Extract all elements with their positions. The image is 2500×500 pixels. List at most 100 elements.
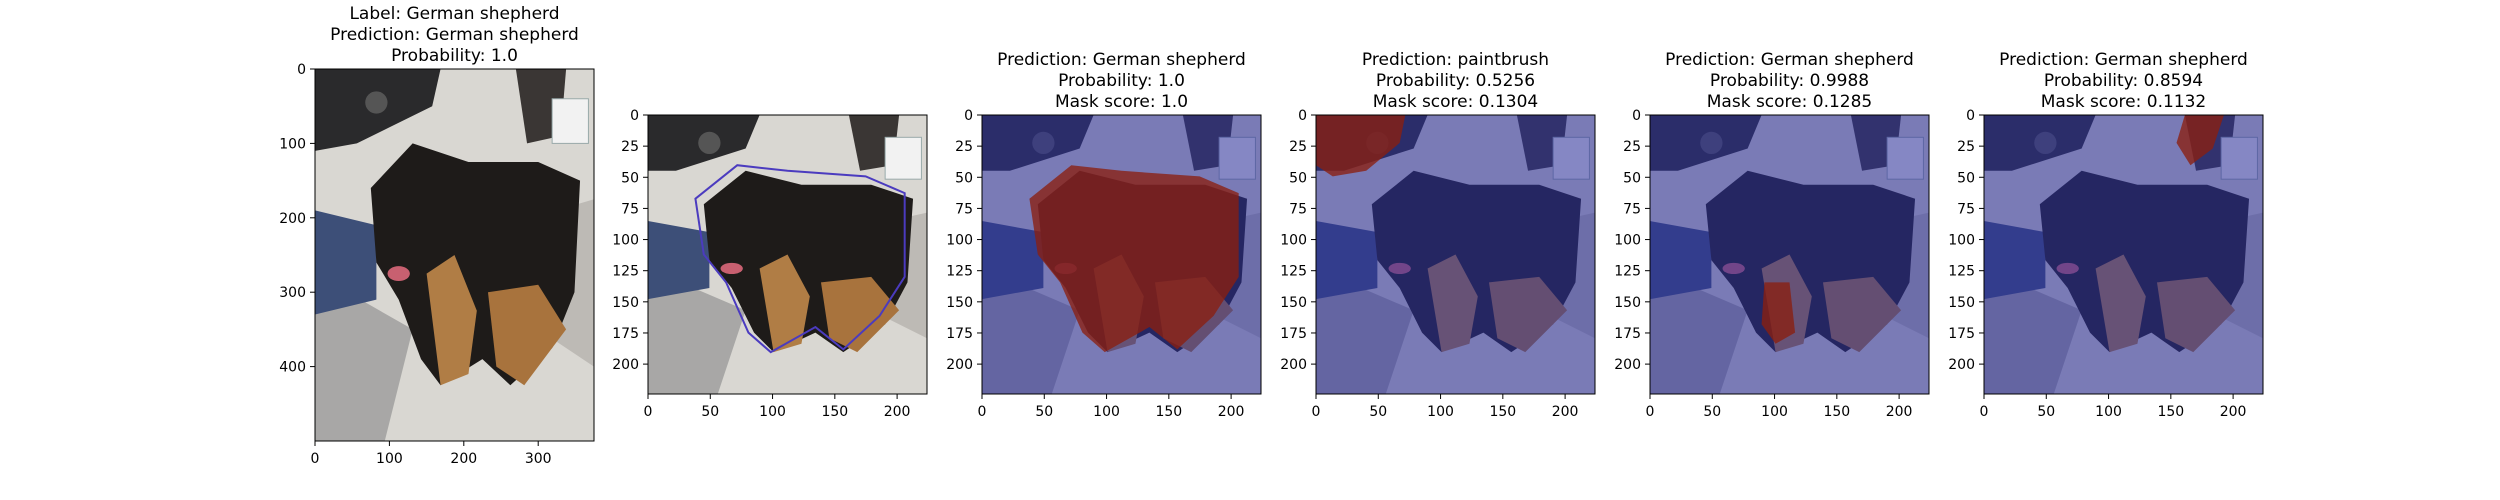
- y-tick-label: 150: [612, 295, 639, 311]
- y-tick-label: 150: [1614, 295, 1641, 311]
- x-tick-label: 150: [821, 404, 848, 420]
- subplot-1: 0 100 200 300 0 100 200 300 400 Label: German she…: [279, 4, 595, 467]
- y-tick-label: 200: [1280, 357, 1307, 373]
- y-tick-label: 175: [1280, 326, 1307, 342]
- y-tick-label: 0: [1298, 108, 1307, 124]
- subplot-title-line: Probability: 1.0: [391, 46, 518, 66]
- mask-tint: [1984, 115, 2263, 394]
- subplot-title-line: Mask score: 0.1304: [1373, 92, 1538, 112]
- image: [982, 115, 1261, 394]
- x-tick-label: 200: [1552, 404, 1579, 420]
- y-tick-label: 150: [1948, 295, 1975, 311]
- x-tick-label: 150: [1155, 404, 1182, 420]
- axes-frame: [1649, 114, 1930, 395]
- dog-leg: [820, 276, 900, 353]
- subplot-title-line: Prediction: paintbrush: [1362, 50, 1549, 70]
- x-tick-label: 150: [1823, 404, 1850, 420]
- y-tick-label: 50: [621, 170, 639, 186]
- subplot-title-line: Prediction: German shepherd: [330, 25, 579, 45]
- y-tick-label: 100: [1280, 233, 1307, 249]
- y-tick-label: 100: [1614, 233, 1641, 249]
- x-tick-label: 50: [1035, 404, 1053, 420]
- y-tick-label: 0: [297, 62, 306, 78]
- x-tick-label: 150: [1489, 404, 1516, 420]
- y-tick-label: 175: [1948, 326, 1975, 342]
- jeans: [315, 210, 377, 315]
- y-tick-label: 125: [946, 264, 973, 280]
- y-tick-label: 125: [1948, 264, 1975, 280]
- subplot-title-line: Probability: 0.9988: [1710, 71, 1869, 91]
- x-tick-label: 0: [1980, 404, 1989, 420]
- x-tick-label: 100: [376, 451, 403, 467]
- x-tick-label: 200: [884, 404, 911, 420]
- dog-chest: [426, 255, 477, 386]
- x-tick-label: 100: [1427, 404, 1454, 420]
- x-tick-label: 0: [644, 404, 653, 420]
- x-tick-label: 200: [1886, 404, 1913, 420]
- y-tick-label: 200: [1948, 357, 1975, 373]
- subplot-title-line: Prediction: German shepherd: [997, 50, 1246, 70]
- subplot-title-line: Prediction: German shepherd: [1665, 50, 1914, 70]
- y-tick-label: 75: [955, 201, 973, 217]
- y-tick-label: 150: [946, 295, 973, 311]
- axes-frame: [647, 114, 928, 395]
- image: [1316, 115, 1595, 394]
- subplot-title-line: Prediction: German shepherd: [1999, 50, 2248, 70]
- dog-tongue: [720, 262, 743, 275]
- x-tick-label: 200: [2220, 404, 2247, 420]
- y-tick-label: 200: [612, 357, 639, 373]
- y-tick-label: 75: [1957, 201, 1975, 217]
- x-tick-label: 100: [759, 404, 786, 420]
- y-tick-label: 175: [946, 326, 973, 342]
- y-tick-label: 25: [955, 139, 973, 155]
- y-tick-label: 175: [612, 326, 639, 342]
- x-tick-label: 50: [2037, 404, 2055, 420]
- mask-region: [1029, 165, 1239, 353]
- wheel: [365, 91, 388, 114]
- y-tick-label: 0: [630, 108, 639, 124]
- subplot-6: 0 50 100 150 200 0 25 50 75 100 125 150 175 200 Predic…: [1948, 50, 2264, 420]
- y-tick-label: 25: [1957, 139, 1975, 155]
- x-tick-label: 0: [1646, 404, 1655, 420]
- subplot-title-line: Mask score: 1.0: [1055, 92, 1188, 112]
- y-tick-label: 125: [1614, 264, 1641, 280]
- x-tick-label: 200: [450, 451, 477, 467]
- subplot-3: 0 50 100 150 200 0 25 50 75 100 125 150 175 200 Predic…: [946, 50, 1262, 420]
- subplot-title-line: Mask score: 0.1132: [2041, 92, 2206, 112]
- x-tick-label: 100: [1761, 404, 1788, 420]
- y-tick-label: 0: [964, 108, 973, 124]
- x-tick-label: 50: [1703, 404, 1721, 420]
- y-tick-label: 200: [279, 211, 306, 227]
- y-tick-label: 50: [1623, 170, 1641, 186]
- y-tick-label: 125: [612, 264, 639, 280]
- subplot-title-line: Label: German shepherd: [349, 4, 559, 24]
- subplot-title-line: Mask score: 0.1285: [1707, 92, 1872, 112]
- axes-frame: [1983, 114, 2264, 395]
- y-tick-label: 75: [1289, 201, 1307, 217]
- mask-region: [1316, 115, 1406, 177]
- y-tick-label: 100: [612, 233, 639, 249]
- axes-frame: [981, 114, 1262, 395]
- mask-region: [2176, 115, 2224, 166]
- y-tick-label: 150: [1280, 295, 1307, 311]
- bucket: [551, 98, 589, 144]
- subplot-2: 0 50 100 150 200 0 25 50 75 100 125 150 175 200: [612, 108, 928, 420]
- x-tick-label: 50: [1369, 404, 1387, 420]
- y-tick-label: 50: [1957, 170, 1975, 186]
- y-tick-label: 25: [1623, 139, 1641, 155]
- y-tick-label: 300: [279, 285, 306, 301]
- y-tick-label: 75: [1623, 201, 1641, 217]
- shadow: [315, 273, 413, 441]
- dog-tongue: [387, 266, 410, 282]
- y-tick-label: 200: [946, 357, 973, 373]
- y-tick-label: 50: [955, 170, 973, 186]
- mask-region: [1761, 282, 1796, 344]
- y-tick-label: 25: [1289, 139, 1307, 155]
- wheel: [698, 131, 721, 155]
- y-tick-label: 25: [621, 139, 639, 155]
- axes-frame: [1315, 114, 1596, 395]
- panels: 0 100 200 300 0 100 200 300 400 Label: German she…: [279, 4, 2264, 467]
- axes-frame: [314, 68, 595, 442]
- y-tick-label: 125: [1280, 264, 1307, 280]
